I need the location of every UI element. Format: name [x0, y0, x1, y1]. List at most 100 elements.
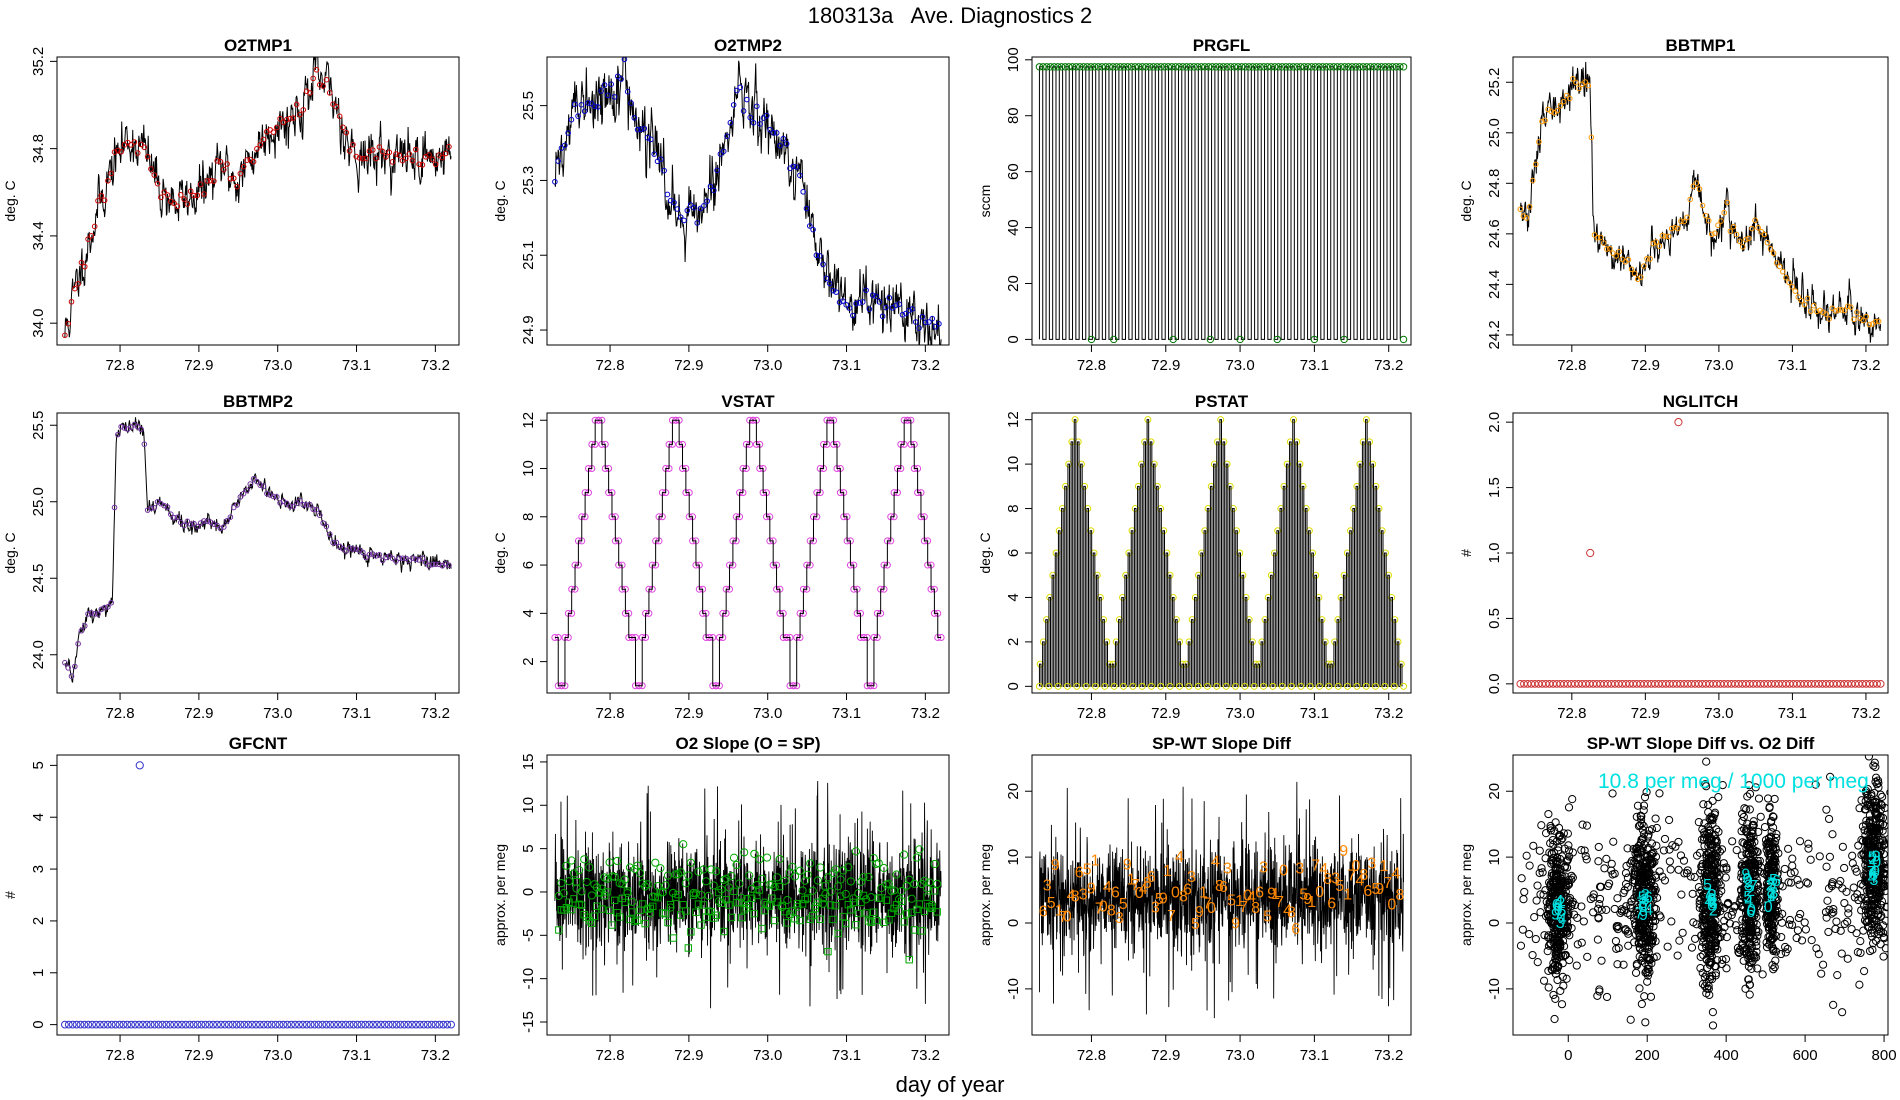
data-point	[1138, 460, 1146, 468]
data-point	[277, 500, 283, 506]
data-point	[1870, 852, 1879, 862]
data-point	[1833, 971, 1842, 980]
data-point	[209, 1020, 218, 1029]
data-point	[1781, 948, 1790, 957]
data-point	[1642, 875, 1651, 884]
data-point	[1750, 903, 1759, 912]
digit-label: 2	[1766, 878, 1775, 895]
y-tick-label: 20	[1005, 275, 1022, 292]
data-point	[1290, 416, 1298, 424]
data-point	[793, 899, 802, 908]
digit-label: 4	[1103, 879, 1112, 896]
digit-label: 7	[1767, 876, 1776, 893]
data-point	[1626, 1015, 1635, 1024]
data-point	[707, 183, 714, 190]
data-point	[376, 1020, 385, 1029]
y-tick-label: 60	[1005, 163, 1022, 180]
data-point	[1866, 852, 1875, 861]
data-point	[108, 599, 115, 606]
data-point	[1750, 837, 1759, 846]
data-point	[1849, 883, 1858, 892]
data-point	[1604, 246, 1610, 252]
y-tick-label: 35.2	[30, 47, 47, 76]
data-point	[687, 928, 695, 936]
data-point	[1035, 63, 1044, 71]
data-point	[1234, 63, 1242, 71]
data-point	[919, 313, 926, 320]
data-point	[818, 899, 828, 908]
data-point	[1552, 871, 1562, 881]
data-point	[1637, 999, 1646, 1009]
data-point	[783, 895, 792, 905]
data-point	[330, 539, 336, 546]
data-point	[1867, 791, 1876, 801]
digit-label: 2	[1868, 851, 1877, 868]
data-point	[105, 178, 111, 184]
data-point	[1829, 904, 1838, 914]
data-point	[166, 1020, 175, 1029]
data-point	[1823, 311, 1829, 317]
data-point	[1843, 917, 1852, 926]
data-point	[1348, 63, 1356, 71]
data-point	[1039, 63, 1047, 71]
data-point	[1824, 927, 1833, 937]
data-point	[1711, 866, 1720, 875]
digit-label: 8	[1143, 875, 1152, 892]
data-point	[1828, 830, 1837, 839]
data-point	[651, 858, 660, 867]
plot-frame	[1512, 56, 1889, 346]
digit-label: 5	[1263, 908, 1272, 925]
data-point	[1792, 288, 1799, 294]
data-point	[353, 153, 360, 160]
data-point	[313, 66, 320, 73]
data-point	[1656, 243, 1663, 249]
data-point	[1568, 795, 1577, 804]
data-point	[237, 170, 244, 177]
data-point	[1312, 571, 1320, 579]
data-point	[1098, 63, 1106, 71]
data-point	[302, 1020, 311, 1029]
digit-label: 5	[1638, 890, 1647, 907]
data-point	[1636, 916, 1645, 925]
data-point	[770, 916, 779, 925]
digit-label: 7	[1131, 877, 1140, 894]
data-point	[768, 894, 776, 902]
data-point	[68, 673, 75, 679]
data-point	[1250, 682, 1258, 690]
data-point	[1742, 824, 1752, 833]
data-point	[343, 129, 350, 136]
data-point	[1369, 460, 1377, 468]
data-point	[1331, 638, 1339, 646]
data-point	[1283, 460, 1291, 468]
data-point	[920, 876, 929, 885]
data-point	[1082, 682, 1090, 690]
data-point	[649, 902, 657, 911]
digit-label: 0	[1315, 884, 1324, 901]
data-point	[1632, 890, 1641, 899]
data-point	[578, 102, 585, 108]
data-point	[1366, 438, 1374, 446]
data-point	[1755, 224, 1761, 231]
data-point	[1640, 793, 1650, 802]
data-point	[1668, 225, 1675, 232]
y-tick-label: 5	[30, 761, 47, 769]
data-point	[293, 101, 300, 108]
data-point	[896, 301, 902, 308]
data-point	[585, 100, 591, 106]
data-point	[694, 900, 703, 908]
data-point	[1659, 232, 1666, 239]
data-point	[360, 155, 366, 162]
data-point	[326, 531, 333, 538]
digit-label: 4	[1869, 864, 1878, 881]
data-point	[151, 172, 158, 178]
data-point	[1875, 927, 1884, 936]
data-point	[1769, 858, 1779, 867]
data-point	[217, 158, 224, 165]
data-point	[1872, 917, 1881, 926]
digit-label: 5	[1769, 872, 1778, 889]
data-point	[322, 1020, 331, 1029]
data-point	[423, 1020, 432, 1029]
data-point	[403, 155, 409, 162]
data-point	[283, 500, 290, 507]
